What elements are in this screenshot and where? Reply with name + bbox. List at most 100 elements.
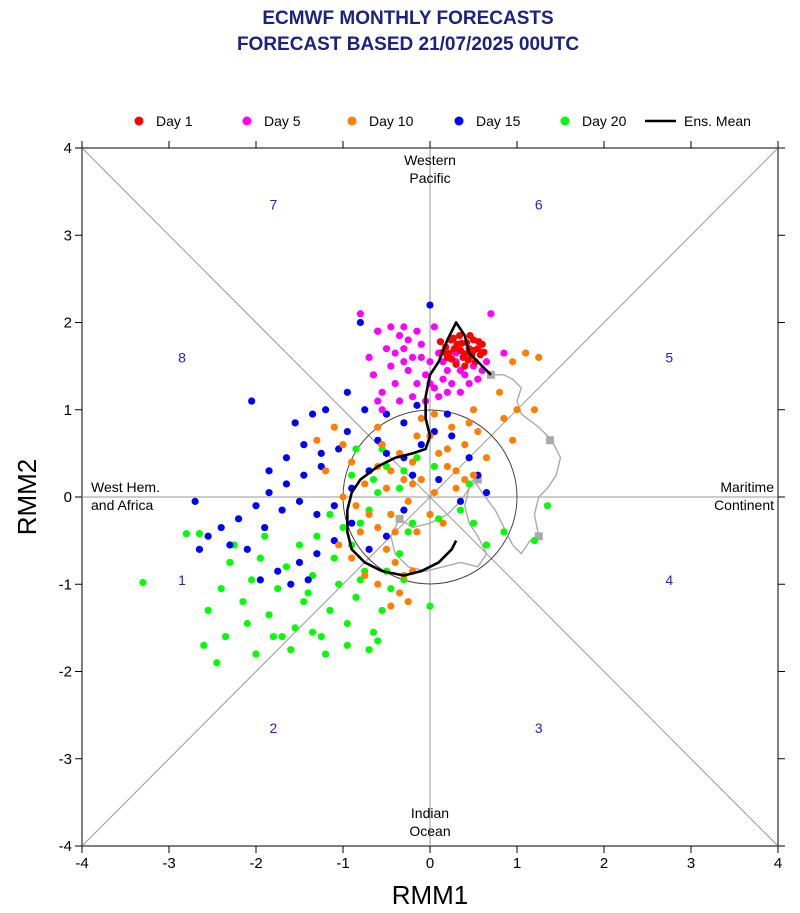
point-day-20 [543,502,552,510]
phase-number: 5 [665,349,673,365]
point-day-15 [382,410,391,418]
point-day-20 [300,598,308,606]
point-day-5 [382,345,391,353]
point-day-15 [382,532,391,540]
point-day-20 [326,510,334,519]
point-day-20 [326,606,334,615]
point-day-15 [330,537,338,545]
point-day-5 [439,358,447,366]
region-label-western-pacific: Pacific [409,170,450,186]
point-day-20 [378,606,386,615]
point-day-15 [235,515,243,523]
point-day-15 [430,427,438,436]
point-day-10 [430,489,438,497]
point-day-20 [282,563,291,571]
x-tick-label: 2 [600,855,608,872]
point-day-1 [461,362,469,370]
x-tick-label: -4 [75,855,88,872]
point-day-20 [265,611,273,619]
point-day-20 [482,541,491,549]
point-day-15 [282,454,291,462]
point-day-5 [413,379,421,388]
point-day-20 [317,633,325,641]
point-day-15 [365,545,373,553]
point-day-20 [374,489,382,497]
point-day-20 [200,641,208,649]
point-day-5 [500,349,508,357]
point-day-20 [295,541,304,549]
point-day-20 [308,571,317,580]
region-label-maritime-continent: Continent [714,497,774,513]
point-day-5 [369,371,378,379]
point-day-15 [417,441,425,449]
point-day-5 [391,379,399,388]
point-day-15 [400,419,408,427]
point-day-10 [469,471,478,479]
point-day-10 [500,414,508,423]
x-tick-label: -3 [162,855,175,872]
point-day-5 [426,358,434,366]
point-day-1 [455,331,464,340]
point-day-15 [191,497,199,505]
y-tick-label: 3 [64,227,72,244]
x-axis-label: RMM1 [392,880,469,910]
point-day-20 [195,530,204,538]
point-day-10 [313,436,321,444]
point-day-10 [387,602,395,610]
point-day-20 [322,650,330,658]
point-day-1 [452,360,460,368]
point-day-10 [404,497,412,505]
point-day-20 [409,519,417,527]
phase-number: 6 [535,197,543,213]
point-day-10 [426,510,434,519]
point-day-5 [474,375,482,383]
point-day-5 [409,353,417,361]
point-day-20 [204,606,212,615]
point-day-10 [356,528,364,536]
point-day-10 [391,528,399,536]
point-day-20 [261,532,269,540]
point-day-5 [430,323,438,331]
legend-marker-day-15 [454,116,464,126]
point-day-20 [274,585,282,593]
x-tick-label: 1 [513,855,521,872]
point-day-20 [239,598,247,606]
point-day-1 [450,345,458,353]
point-day-15 [374,436,382,444]
point-day-5 [404,366,412,375]
point-day-5 [365,353,373,361]
point-day-10 [382,545,391,553]
point-day-5 [417,340,425,348]
point-day-1 [464,356,472,364]
point-day-20 [369,475,378,484]
point-day-5 [404,336,412,344]
point-day-5 [400,358,408,366]
point-day-5 [400,323,408,331]
point-day-20 [348,471,356,479]
point-day-20 [356,576,364,584]
analysis-marker [546,436,555,445]
point-day-15 [195,545,204,553]
point-day-15 [287,580,295,588]
point-day-15 [317,462,325,471]
point-day-20 [365,646,373,654]
point-day-10 [430,410,438,418]
x-tick-label: 4 [774,855,782,872]
point-day-10 [374,423,382,431]
point-day-10 [339,493,347,501]
y-tick-label: -2 [59,664,72,681]
point-day-10 [461,441,469,449]
y-tick-label: -1 [59,576,72,593]
point-day-10 [513,406,521,414]
point-day-15 [217,523,225,532]
point-day-5 [456,388,465,396]
y-tick-label: -3 [59,751,72,768]
point-day-1 [461,350,469,358]
point-day-10 [374,580,382,588]
x-tick-label: 3 [687,855,695,872]
point-day-10 [452,484,460,492]
point-day-15 [322,406,330,414]
point-day-20 [469,519,478,527]
point-day-10 [374,523,382,532]
point-day-10 [465,419,473,427]
